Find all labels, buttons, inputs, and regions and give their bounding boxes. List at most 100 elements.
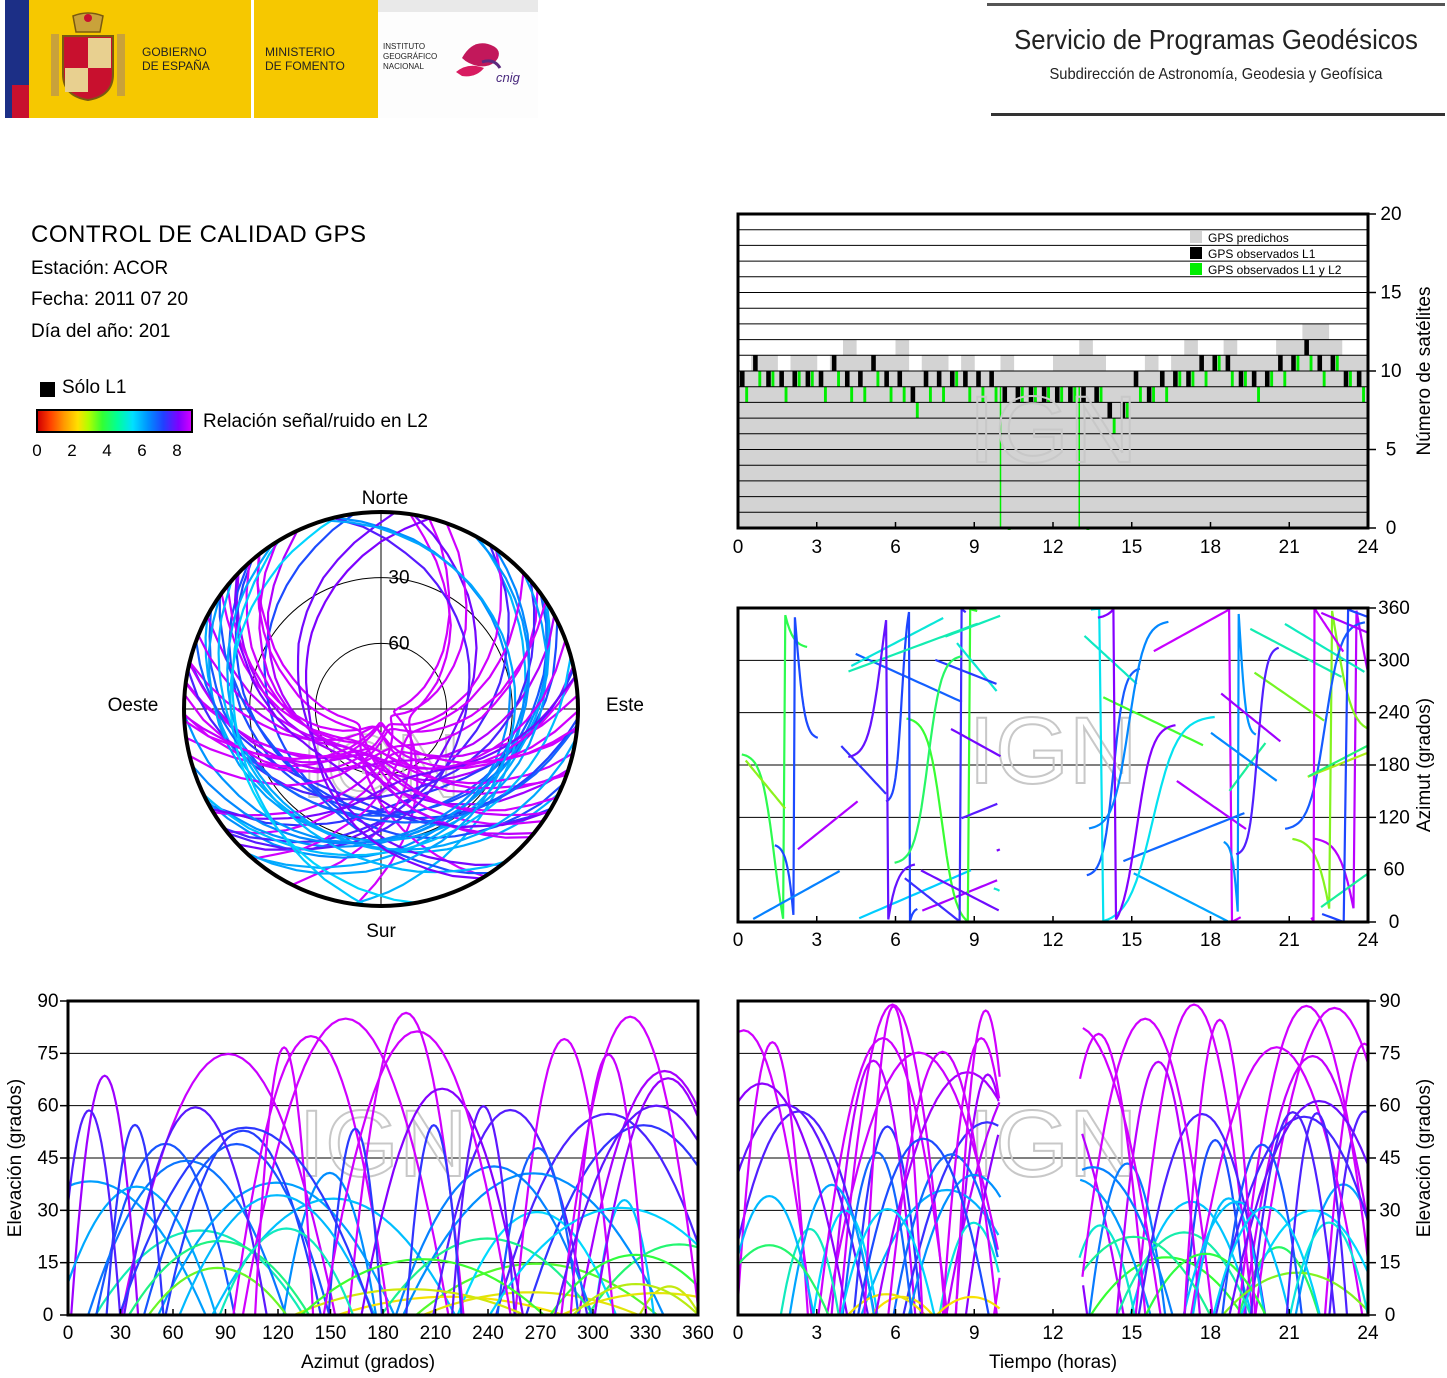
bar-observed-l1l2 [1348,371,1352,387]
x-tick-label: 30 [110,1323,131,1344]
y-tick-label: 45 [1379,1148,1400,1169]
bar-observed-l1l2 [876,371,880,387]
ign-logo-block [378,0,538,118]
bar-observed-l1l2 [1204,371,1208,387]
elev-time-track [1228,1099,1368,1315]
bar-predicted [856,355,870,528]
x-tick-label: 60 [162,1323,183,1344]
azimuth-track [1083,635,1138,685]
ign-watermark: IGN [299,1091,468,1197]
y-tick-label: 0 [1385,1305,1396,1326]
bar-observed-l1 [1278,355,1283,371]
bar-observed-l1 [1133,371,1139,387]
bar-observed-l1 [1146,386,1152,403]
elev-time-track [1134,1003,1254,1315]
bar-predicted [1171,355,1185,528]
x-tick-label: 6 [890,930,901,951]
sky-track [191,548,531,845]
bar-predicted [882,355,896,528]
x-tick-label: 3 [811,537,822,558]
bar-predicted [1236,355,1251,528]
elev-time-track [825,1051,999,1315]
azimuth-track [744,759,787,810]
elev-time-track [779,1227,840,1315]
azimuth-track [934,658,997,685]
sky-track [233,574,550,829]
bar-observed-l1l2 [797,371,801,387]
sky-track [258,541,567,770]
bar-observed-l1 [1251,371,1257,387]
date-label: Fecha: 2011 07 20 [31,289,189,310]
bar-observed-l1 [1159,371,1165,387]
bar-observed-l1 [1054,386,1060,403]
elev-time-track [1182,1200,1291,1315]
elev-time-track [840,1207,936,1315]
azimuth-track [956,642,998,692]
elev-time-track [907,1173,1002,1315]
x-tick-label: 18 [1200,930,1221,951]
elev-time-track [874,1071,999,1315]
bar-observed-l1l2 [968,386,972,403]
y-tick-label: 20 [1380,204,1401,225]
sky-track [291,513,452,886]
azimuth-track [1320,611,1368,634]
bar-predicted [1341,355,1356,528]
elev-az-track [232,1034,390,1315]
bar-observed-l1l2 [981,386,985,403]
azimuth-track [848,619,916,920]
elev-az-track [178,1194,376,1315]
elev-az-track [128,1239,311,1315]
sky-track [256,554,486,878]
bar-observed-l1l2 [1165,386,1169,403]
sky-track [231,539,367,906]
y-tick-label: 75 [1379,1043,1400,1064]
bar-observed-l1 [1094,386,1099,403]
bar-observed-l1l2 [837,371,840,387]
elev-time-track [738,1103,870,1315]
x-tick-label: 180 [367,1323,399,1344]
y-tick-label: 0 [1386,518,1397,539]
bar-observed-l1 [910,386,916,403]
elev-az-track [402,1172,665,1315]
elev-time-track [738,1194,815,1315]
y-tick-label: 0 [43,1305,54,1326]
azimuth-track [858,869,972,920]
flag-red-band [12,85,29,118]
elev-time-track [1212,1205,1321,1315]
x-tick-label: 3 [811,1323,822,1344]
bar-observed-l1l2 [1283,371,1287,387]
colorbar-tick: 8 [172,441,182,460]
bar-observed-l1 [1199,355,1204,371]
sky-track [305,517,482,880]
bar-observed-l1 [844,371,850,387]
bar-observed-l1l2 [771,371,775,387]
elev-time-track [1221,1143,1303,1315]
x-tick-label: 9 [969,930,980,951]
x-tick-label: 360 [682,1323,714,1344]
y-tick-label: 90 [1379,991,1400,1012]
azimuth-track [904,608,967,922]
bar-predicted [869,355,883,528]
elev-az-track [218,1227,355,1315]
sky-track [189,600,547,787]
elev-time-track [954,1073,1000,1315]
y-tick-label: 45 [37,1148,58,1169]
sky-track [184,719,578,765]
azimuth-track [1310,608,1345,922]
azimuth-track [996,848,1001,852]
x-tick-label: 0 [733,1323,744,1344]
azimuth-track [1133,872,1229,922]
azimuth-track [1088,620,1169,830]
azimuth-track [1086,667,1141,877]
elev-time-track [1115,1060,1201,1315]
bar-observed-l1l2 [850,386,854,403]
elev-az-track [118,1126,374,1315]
bar-observed-l1 [753,355,758,371]
sky-horizon [182,510,580,908]
bar-observed-l1l2 [955,371,959,387]
bar-predicted [961,355,975,528]
y-tick-label: 30 [37,1200,58,1221]
bar-observed-l1 [963,371,968,387]
